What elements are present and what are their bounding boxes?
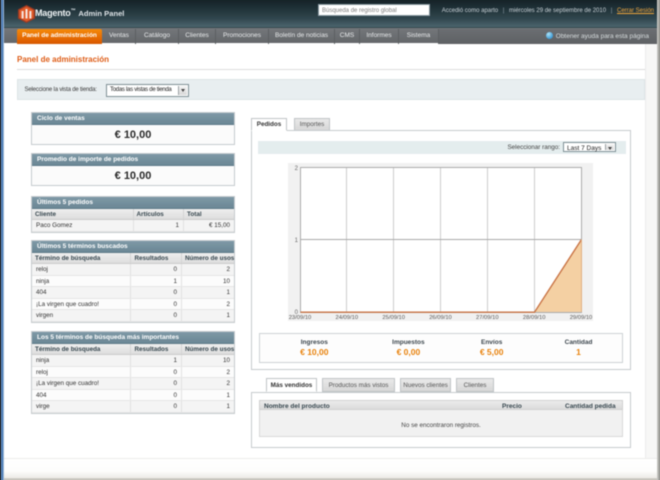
svg-text:2: 2 <box>295 166 299 172</box>
svg-text:24/09/10: 24/09/10 <box>336 315 359 321</box>
svg-text:25/09/10: 25/09/10 <box>382 315 405 321</box>
svg-text:27/09/10: 27/09/10 <box>476 315 499 321</box>
svg-text:28/09/10: 28/09/10 <box>523 315 546 321</box>
svg-text:29/09/10: 29/09/10 <box>570 315 593 321</box>
svg-text:0: 0 <box>295 310 299 316</box>
svg-text:23/09/10: 23/09/10 <box>289 315 312 321</box>
svg-text:1: 1 <box>295 238 299 244</box>
svg-text:26/09/10: 26/09/10 <box>429 315 452 321</box>
